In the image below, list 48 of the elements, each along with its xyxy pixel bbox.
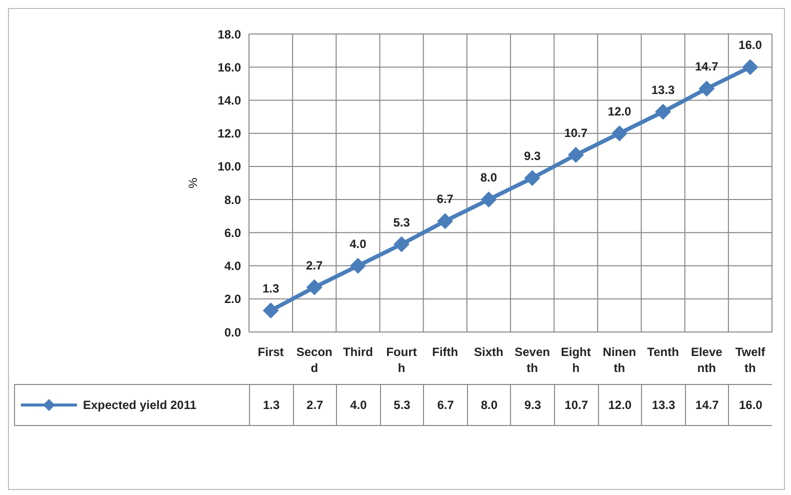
text: 1.3 bbox=[262, 281, 280, 296]
y-tick-label: 6.0 bbox=[224, 226, 242, 240]
x-tick-label: Eighth bbox=[560, 345, 591, 375]
y-tick-label: 0.0 bbox=[224, 325, 242, 340]
text: 13.3 bbox=[651, 82, 675, 97]
data-label: 6.7 bbox=[423, 385, 467, 425]
data-label: 10.7 bbox=[554, 385, 598, 425]
text: 8.0 bbox=[480, 170, 498, 185]
y-tick-label: 2.0 bbox=[224, 292, 242, 306]
data-label: 2.7 bbox=[292, 385, 336, 425]
text: 9.3 bbox=[524, 149, 541, 164]
y-tick-label: 14.0 bbox=[218, 93, 242, 108]
x-tick-label: First bbox=[258, 345, 284, 359]
legend-label: Expected yield 2011 bbox=[83, 398, 196, 412]
data-label: 1.3 bbox=[249, 385, 293, 425]
data-label: 4.0 bbox=[336, 385, 380, 425]
text: 10.7 bbox=[564, 126, 588, 140]
x-tick-label: Second bbox=[296, 345, 332, 375]
x-tick-label: Tenth bbox=[647, 345, 679, 359]
data-label: 5.3 bbox=[380, 385, 424, 425]
x-tick-label: Seventh bbox=[514, 345, 550, 375]
y-axis-title: % bbox=[186, 177, 200, 188]
x-tick-label: Twelfth bbox=[735, 345, 766, 375]
x-tick-label: Fifth bbox=[432, 345, 458, 359]
data-label: 12.0 bbox=[598, 385, 642, 425]
text: 4.0 bbox=[350, 236, 366, 251]
y-tick-label: 4.0 bbox=[224, 259, 242, 274]
y-tick-label: 18.0 bbox=[218, 27, 242, 42]
x-tick-label: Ninenth bbox=[602, 345, 636, 375]
x-tick-label: Sixth bbox=[474, 345, 504, 359]
data-label: 8.0 bbox=[466, 385, 510, 425]
y-tick-label: 12.0 bbox=[218, 126, 242, 141]
data-label: 9.3 bbox=[510, 385, 554, 425]
data-label: 13.3 bbox=[641, 385, 685, 425]
text: 14.7 bbox=[694, 60, 718, 74]
y-tick-label: 8.0 bbox=[224, 192, 242, 207]
data-label: 14.7 bbox=[684, 385, 728, 425]
y-tick-label: 16.0 bbox=[218, 60, 242, 74]
x-tick-label: Third bbox=[342, 345, 373, 359]
text: 5.3 bbox=[393, 215, 410, 230]
text: 16.0 bbox=[738, 38, 762, 52]
data-label: 16.0 bbox=[728, 385, 772, 425]
y-tick-label: 10.0 bbox=[218, 160, 242, 174]
x-tick-label: Eleventh bbox=[690, 345, 723, 375]
text: 12.0 bbox=[608, 104, 632, 118]
text: 6.7 bbox=[436, 192, 454, 206]
x-tick-label: Fourth bbox=[386, 345, 417, 375]
text: 2.7 bbox=[306, 258, 323, 272]
